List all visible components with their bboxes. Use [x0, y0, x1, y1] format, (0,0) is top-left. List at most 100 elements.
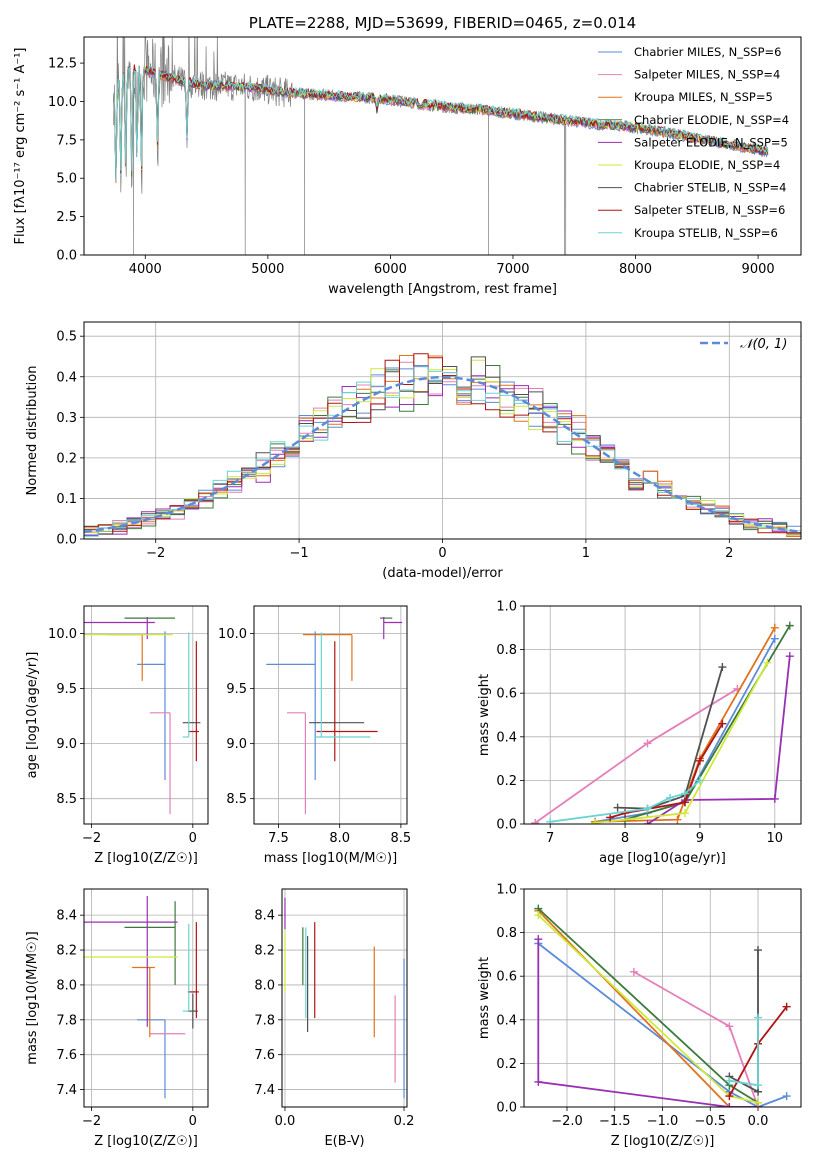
mass-weight-marker-salpeter-miles — [531, 818, 540, 824]
x-tick-label: 7000 — [496, 262, 529, 277]
mass-weight-marker-kroupa-stelib — [680, 789, 689, 798]
y-tick-label: 7.5 — [56, 133, 77, 148]
model-spectrum-line-kroupa-stelib — [112, 65, 769, 181]
mass-weight-marker-chabrier-stelib — [754, 946, 763, 955]
mass-weight-marker-kroupa-stelib — [665, 793, 674, 802]
y-tick-label: 0.4 — [496, 1013, 517, 1028]
axes-frame — [83, 888, 209, 1108]
chart-title: PLATE=2288, MJD=53699, FIBERID=0465, z=0… — [249, 14, 636, 32]
mass-weight-line-salpeter-miles — [534, 688, 738, 824]
y-tick-label: 0.4 — [496, 730, 517, 745]
mass-weight-marker-kroupa-stelib — [546, 817, 555, 824]
y-tick-label: 8.4 — [254, 909, 275, 924]
plot-area — [84, 895, 199, 1099]
y-tick-label: 0.8 — [496, 643, 517, 658]
legend-label-chabrier-elodie: Chabrier ELODIE, N_SSP=4 — [634, 113, 789, 127]
y-tick-label: 7.4 — [56, 1083, 77, 1098]
plot-area — [284, 897, 405, 1099]
y-tick-label: 0.5 — [56, 330, 77, 345]
y-tick-label: 9.0 — [56, 737, 77, 752]
x-tick-label: −2.0 — [551, 1114, 583, 1129]
x-tick-label: 0.0 — [275, 1114, 296, 1129]
y-tick-label: 7.4 — [254, 1083, 275, 1098]
mass-weight-marker-chabrier-miles — [782, 1092, 791, 1101]
y-tick-label: 0.8 — [496, 926, 517, 941]
mass-weight-line-salpeter-miles — [633, 971, 759, 1107]
y-tick-label: 0.2 — [56, 451, 77, 466]
mass-weight-marker-salpeter-elodie — [770, 794, 779, 803]
spectrum-panel: PLATE=2288, MJD=53699, FIBERID=0465, z=0… — [13, 14, 802, 297]
y-tick-label: 7.8 — [254, 1013, 275, 1028]
x-tick-label: 8.0 — [329, 831, 350, 846]
mass-weight-marker-kroupa-elodie — [680, 809, 689, 818]
mass-weight-marker-salpeter-elodie — [785, 652, 794, 661]
y-axis-label: mass weight — [477, 957, 492, 1039]
axes-frame — [281, 888, 408, 1108]
mass-weight-marker-salpeter-stelib — [606, 813, 615, 822]
legend-label-salpeter-miles: Salpeter MILES, N_SSP=4 — [634, 68, 780, 82]
y-tick-label: 1.0 — [496, 600, 517, 615]
x-tick-label: 0 — [438, 546, 446, 561]
y-axis-label: Flux [fλ10⁻¹⁷ erg cm⁻² s⁻¹ A⁻¹] — [13, 48, 28, 245]
age-vs-mass-panel: 7.5 8.0 8.5 8.5 9.0 9.5 10.0 mass [log10(M/M☉)] — [218, 605, 412, 866]
y-axis-label: mass weight — [477, 674, 492, 756]
y-tick-label: 8.2 — [254, 944, 275, 959]
mass-weight-marker-chabrier-stelib — [718, 663, 727, 672]
y-tick-label: 0.0 — [496, 1101, 517, 1116]
mass-weight-marker-kroupa-stelib — [643, 804, 652, 813]
y-tick-label: 0.1 — [56, 492, 77, 507]
y-tick-label: 8.2 — [56, 944, 77, 959]
massweight-vs-age-panel: 7 8 9 10 0.0 0.2 0.4 0.6 0.8 1.0 age [log10(age/yr… — [477, 600, 802, 866]
axes-frame — [523, 605, 802, 825]
age-vs-metallicity-panel: −2 0 8.5 9.0 9.5 10.0 Z [log10(Z/Z☉)] age [log1… — [25, 605, 209, 866]
gaussian-reference-curve — [84, 375, 801, 534]
y-axis-label: Normed distribution — [25, 366, 40, 496]
y-axis-label: age [log10(age/yr)] — [25, 652, 40, 779]
mass-weight-marker-salpeter-miles — [643, 739, 652, 748]
mass-weight-marker-kroupa-stelib — [695, 776, 704, 785]
mass-weight-marker-salpeter-stelib — [695, 756, 704, 765]
x-tick-label: 2 — [725, 546, 733, 561]
mass-vs-extinction-panel: 0.0 0.2 7.4 7.6 7.8 8.0 8.2 8.4 E(B-V) — [254, 888, 414, 1149]
mass-weight-marker-chabrier-elodie — [785, 621, 794, 630]
axes-frame — [253, 605, 408, 825]
y-axis-label: mass [log10(M/M☉)] — [25, 931, 40, 1064]
x-axis-label: (data-model)/error — [382, 566, 503, 581]
legend-label-chabrier-stelib: Chabrier STELIB, N_SSP=4 — [634, 181, 786, 195]
mass-weight-line-chabrier-stelib — [617, 666, 724, 810]
legend-label-chabrier-miles: Chabrier MILES, N_SSP=6 — [634, 45, 781, 59]
mass-weight-marker-salpeter-stelib — [782, 1002, 791, 1011]
legend-label-salpeter-elodie: Salpeter ELODIE, N_SSP=5 — [634, 135, 788, 149]
mass-weight-marker-salpeter-miles — [725, 1022, 734, 1031]
y-tick-label: 0.3 — [56, 411, 77, 426]
massweight-vs-metallicity-panel: −2.0 −1.5 −1.0 −0.5 0.0 0.0 0.2 0.4 0.6 0.8 1.0 Z [… — [477, 883, 802, 1149]
mass-weight-line-salpeter-elodie — [537, 939, 758, 1107]
x-axis-label: age [log10(age/yr)] — [599, 851, 726, 866]
y-tick-label: 0.0 — [56, 533, 77, 548]
x-tick-label: 10 — [767, 831, 784, 846]
x-tick-label: 8.5 — [391, 831, 412, 846]
plot-area — [266, 617, 403, 815]
axes-frame — [83, 605, 209, 825]
mass-weight-marker-salpeter-stelib — [680, 798, 689, 807]
mass-weight-marker-kroupa-stelib — [725, 1076, 734, 1085]
y-tick-label: 0.0 — [56, 249, 77, 264]
y-tick-label: 8.5 — [56, 792, 77, 807]
plot-area — [531, 621, 794, 824]
x-tick-label: −1.0 — [647, 1114, 679, 1129]
x-axis-label: Z [log10(Z/Z☉)] — [94, 1134, 198, 1149]
x-tick-label: 8000 — [619, 262, 652, 277]
x-tick-label: −2 — [82, 831, 101, 846]
mass-weight-marker-salpeter-elodie — [534, 935, 543, 944]
x-tick-label: −1 — [290, 546, 309, 561]
mass-weight-marker-salpeter-elodie — [643, 820, 652, 824]
y-tick-label: 7.6 — [56, 1048, 77, 1063]
y-tick-label: 7.6 — [254, 1048, 275, 1063]
mass-weight-line-chabrier-elodie — [537, 907, 759, 1104]
plot-area — [84, 353, 801, 537]
x-tick-label: −1.5 — [599, 1114, 631, 1129]
mass-weight-marker-kroupa-miles — [770, 623, 779, 632]
y-tick-label: 9.5 — [226, 682, 247, 697]
y-tick-label: 10.0 — [48, 95, 77, 110]
plot-area — [112, 37, 769, 255]
